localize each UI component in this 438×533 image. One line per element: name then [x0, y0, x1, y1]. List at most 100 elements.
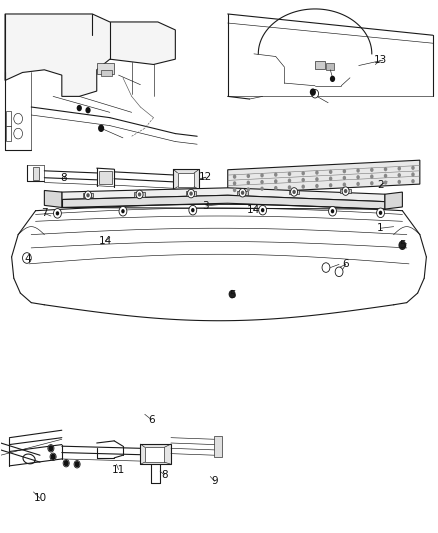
- Circle shape: [357, 175, 360, 180]
- Bar: [173, 169, 199, 189]
- Circle shape: [233, 175, 237, 179]
- Circle shape: [315, 184, 319, 188]
- Circle shape: [343, 169, 346, 173]
- Circle shape: [370, 174, 374, 179]
- Circle shape: [121, 209, 125, 213]
- Text: 12: 12: [199, 172, 212, 182]
- Circle shape: [301, 178, 305, 182]
- Bar: [177, 173, 194, 187]
- Circle shape: [274, 179, 278, 183]
- Circle shape: [119, 206, 127, 216]
- Circle shape: [301, 171, 305, 175]
- Circle shape: [342, 187, 349, 195]
- Circle shape: [411, 179, 415, 183]
- Circle shape: [310, 88, 316, 96]
- Circle shape: [48, 445, 54, 452]
- Polygon shape: [83, 193, 93, 197]
- Text: 10: 10: [33, 493, 46, 503]
- Text: 2: 2: [377, 180, 384, 190]
- Circle shape: [98, 125, 104, 132]
- Bar: [315, 61, 325, 69]
- Circle shape: [260, 187, 264, 191]
- Text: 7: 7: [41, 208, 48, 219]
- Circle shape: [241, 191, 244, 195]
- Circle shape: [233, 188, 237, 192]
- Circle shape: [260, 173, 264, 177]
- Circle shape: [357, 168, 360, 173]
- Circle shape: [261, 208, 265, 212]
- Circle shape: [274, 173, 278, 177]
- Circle shape: [329, 170, 332, 174]
- Text: 5: 5: [399, 240, 406, 250]
- Polygon shape: [186, 191, 196, 196]
- Circle shape: [247, 174, 250, 178]
- Circle shape: [53, 208, 61, 218]
- Circle shape: [50, 453, 56, 461]
- Circle shape: [14, 128, 22, 139]
- Bar: [33, 167, 39, 180]
- Circle shape: [138, 192, 141, 197]
- Text: 4: 4: [25, 254, 31, 263]
- Circle shape: [328, 206, 336, 216]
- Circle shape: [290, 188, 297, 196]
- Circle shape: [233, 181, 237, 185]
- Polygon shape: [134, 192, 145, 197]
- Polygon shape: [44, 190, 62, 207]
- Text: 13: 13: [374, 55, 387, 65]
- Circle shape: [384, 181, 387, 185]
- Circle shape: [86, 193, 90, 197]
- Text: 6: 6: [148, 415, 155, 425]
- Circle shape: [377, 208, 385, 217]
- Circle shape: [344, 189, 347, 193]
- Bar: [141, 444, 171, 464]
- Circle shape: [398, 180, 401, 184]
- Bar: [145, 447, 164, 462]
- Text: 8: 8: [161, 470, 168, 480]
- Polygon shape: [5, 14, 175, 96]
- Circle shape: [247, 181, 250, 185]
- Circle shape: [398, 166, 401, 171]
- Circle shape: [14, 114, 22, 124]
- Circle shape: [370, 168, 374, 172]
- Circle shape: [343, 182, 346, 187]
- Bar: [214, 435, 223, 457]
- Bar: [6, 126, 11, 141]
- Circle shape: [329, 176, 332, 181]
- Text: 9: 9: [211, 477, 218, 486]
- Circle shape: [191, 208, 194, 212]
- Text: 5: 5: [229, 290, 235, 300]
- Circle shape: [288, 185, 291, 189]
- Circle shape: [288, 179, 291, 183]
- Circle shape: [239, 189, 246, 197]
- Circle shape: [85, 107, 91, 114]
- Circle shape: [63, 459, 69, 467]
- Circle shape: [379, 211, 382, 215]
- Circle shape: [331, 209, 334, 213]
- Circle shape: [384, 167, 387, 171]
- Bar: [101, 70, 112, 76]
- Polygon shape: [340, 189, 351, 193]
- Circle shape: [74, 461, 80, 467]
- Circle shape: [77, 105, 82, 111]
- Bar: [6, 111, 11, 126]
- Text: 14: 14: [247, 205, 261, 215]
- Circle shape: [229, 290, 236, 298]
- Bar: [99, 171, 112, 184]
- Text: 6: 6: [343, 260, 349, 269]
- Circle shape: [292, 190, 296, 194]
- Circle shape: [74, 461, 80, 468]
- Circle shape: [329, 183, 332, 188]
- Circle shape: [136, 190, 143, 199]
- Circle shape: [274, 186, 278, 190]
- Circle shape: [315, 171, 319, 175]
- Circle shape: [85, 191, 92, 199]
- Polygon shape: [385, 192, 403, 209]
- Circle shape: [357, 182, 360, 186]
- Circle shape: [260, 180, 264, 184]
- Polygon shape: [62, 188, 385, 201]
- Polygon shape: [289, 190, 299, 194]
- Circle shape: [301, 184, 305, 189]
- Circle shape: [399, 240, 406, 250]
- Circle shape: [315, 177, 319, 181]
- Circle shape: [64, 460, 69, 466]
